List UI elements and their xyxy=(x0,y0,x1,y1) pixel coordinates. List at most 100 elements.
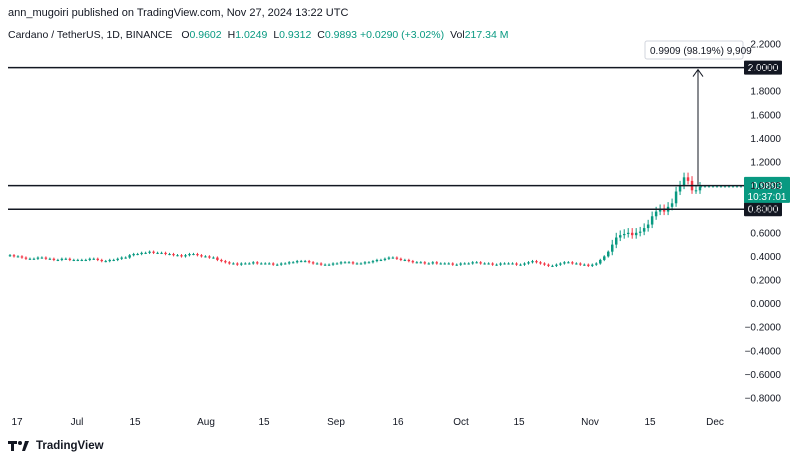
candle xyxy=(475,262,478,264)
price-axis[interactable]: 2.2000 2.0000 1.8000 1.6000 1.4000 1.2000 1.00… xyxy=(745,40,782,405)
ohlc-value: 1.0249 xyxy=(235,29,268,41)
candle xyxy=(224,261,227,263)
candle xyxy=(196,254,199,256)
candle xyxy=(240,263,243,265)
candle xyxy=(260,263,263,265)
candle xyxy=(24,257,28,259)
candle xyxy=(451,263,454,265)
candle xyxy=(515,263,518,265)
time-tick-label: Dec xyxy=(706,417,724,428)
time-tick-label: 15 xyxy=(258,417,270,428)
candle xyxy=(68,258,72,260)
candle xyxy=(116,258,119,260)
current-price-text: 0.9893 xyxy=(752,181,783,192)
measure-tool[interactable]: 0.9909 (98.19%) 9,909 xyxy=(644,40,752,185)
candle xyxy=(423,262,427,264)
candle xyxy=(411,261,415,263)
countdown-text: 10:37:01 xyxy=(748,192,787,203)
candle xyxy=(531,261,534,263)
candle xyxy=(615,237,618,245)
candle xyxy=(172,254,175,256)
candle xyxy=(279,263,283,265)
candle xyxy=(164,252,167,255)
candle xyxy=(407,259,411,262)
candle xyxy=(96,258,99,260)
candle xyxy=(431,262,435,264)
candle xyxy=(156,252,159,254)
ohlc-key: O xyxy=(181,29,190,41)
candle xyxy=(630,232,634,236)
candle xyxy=(495,264,498,266)
candle xyxy=(275,264,279,266)
candle xyxy=(36,257,40,259)
candle xyxy=(335,263,339,265)
candle xyxy=(471,262,474,264)
candle xyxy=(487,263,490,265)
candle xyxy=(136,254,139,256)
candle xyxy=(363,262,367,264)
candle xyxy=(511,263,514,265)
candle xyxy=(563,262,566,264)
candle xyxy=(120,257,123,259)
candle xyxy=(88,258,92,260)
ohlc-value: 0.9602 xyxy=(189,29,222,41)
candle xyxy=(559,263,562,265)
candle xyxy=(295,261,299,263)
candle xyxy=(16,256,20,258)
candle xyxy=(626,232,630,234)
ohlc-item: L0.9312 xyxy=(273,29,311,41)
candle xyxy=(188,254,191,256)
symbol-name: Cardano / TetherUS, 1D, BINANCE xyxy=(8,29,173,41)
candle xyxy=(527,262,530,264)
candle xyxy=(611,244,614,252)
current-price-badge xyxy=(744,176,790,203)
candle xyxy=(180,255,183,257)
price-tick-label: 1.8000 xyxy=(750,87,781,98)
candle xyxy=(40,257,44,259)
candle xyxy=(583,264,586,266)
candle xyxy=(535,261,538,263)
candle xyxy=(307,261,311,263)
candle xyxy=(319,263,323,265)
candle xyxy=(20,256,24,258)
symbol-legend[interactable]: Cardano / TetherUS, 1D, BINANCE O0.9602 H… xyxy=(8,29,508,41)
candle xyxy=(327,264,331,266)
candle xyxy=(108,259,111,262)
candle xyxy=(152,251,155,253)
candle xyxy=(403,259,407,261)
candle xyxy=(395,257,399,259)
candle xyxy=(291,262,295,264)
measure-label-box xyxy=(644,40,744,60)
candle xyxy=(387,257,391,259)
ohlc-item: H1.0249 xyxy=(228,29,268,41)
price-tick-label: 0.4000 xyxy=(750,252,781,263)
candle xyxy=(654,211,658,217)
candle xyxy=(642,228,646,232)
candle xyxy=(232,263,235,265)
candle xyxy=(311,262,315,264)
candle xyxy=(399,258,403,260)
time-tick-label: 15 xyxy=(513,417,525,428)
candle xyxy=(200,255,203,257)
candle xyxy=(650,216,654,225)
time-tick-label: 16 xyxy=(392,417,404,428)
candle xyxy=(140,252,143,255)
candle xyxy=(634,232,638,236)
price-tick-label: 0.2000 xyxy=(750,276,781,287)
ohlc-value: 217.34 M xyxy=(464,29,509,41)
candle xyxy=(579,263,582,265)
candle xyxy=(686,177,690,181)
candle xyxy=(435,262,438,264)
price-tick-label: −0.4000 xyxy=(745,346,782,357)
ohlc-value: 0.9312 xyxy=(279,29,312,41)
candle xyxy=(467,263,470,265)
candle xyxy=(264,263,267,265)
candle xyxy=(587,264,590,266)
candle xyxy=(104,261,107,263)
candle xyxy=(184,255,187,257)
measure-arrow-head xyxy=(692,68,704,77)
candle xyxy=(658,209,662,212)
time-axis[interactable]: 17 Jul 15 Aug 15 Sep 16 Oct 15 Nov 15 Dec xyxy=(11,417,723,428)
